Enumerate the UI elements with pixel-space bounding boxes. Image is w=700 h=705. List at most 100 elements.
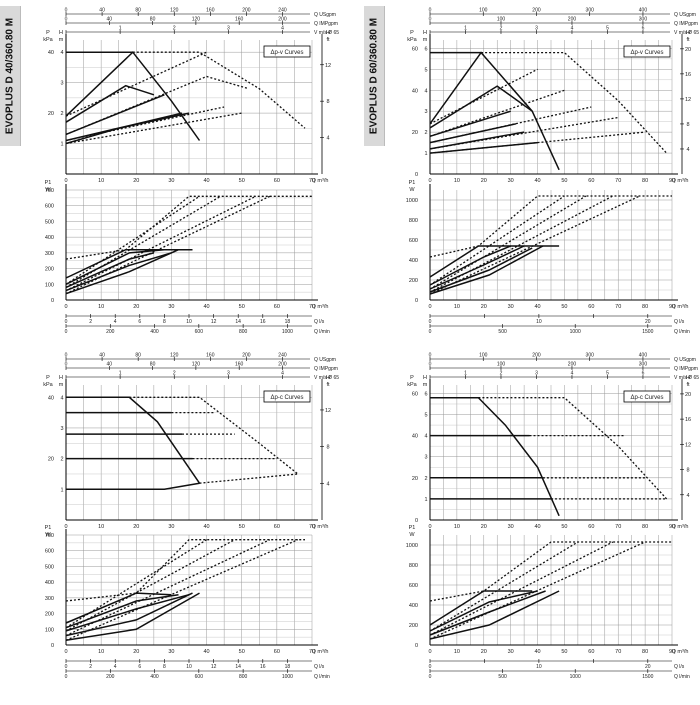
x-tick-label: 60 xyxy=(588,304,594,310)
bottom-axis-tick-label: 16 xyxy=(260,664,266,670)
y-axis-label: P1 xyxy=(409,525,416,531)
x-tick-label: 10 xyxy=(98,304,104,310)
bottom-axis-tick-label: 400 xyxy=(150,674,159,680)
y-tick-label: 600 xyxy=(409,238,418,244)
x-tick-label: 60 xyxy=(588,178,594,184)
top-axis-tick-label: 4 xyxy=(571,26,574,32)
x-tick-label: 40 xyxy=(534,304,540,310)
bottom-axis-tick-label: 600 xyxy=(195,674,204,680)
top-axis-tick-label: 40 xyxy=(107,362,113,368)
top-axis-tick-label: 3 xyxy=(227,371,230,377)
x-tick-label: 30 xyxy=(508,178,514,184)
bottom-axis-tick-label: 18 xyxy=(285,664,291,670)
top-axis-tick-label: 100 xyxy=(479,353,488,359)
bottom-axis-tick-label: 0 xyxy=(429,329,432,335)
curve-solid xyxy=(429,590,533,626)
top-axis-tick-label: 300 xyxy=(586,8,595,14)
y-tick-label: 0 xyxy=(415,643,418,649)
top-axis-tick-label: 120 xyxy=(192,17,201,23)
ft-tick-label: 4 xyxy=(326,481,329,487)
x-tick-label: 40 xyxy=(534,649,540,655)
curve-dotted xyxy=(65,195,221,288)
bottom-axis-label: Q l/s xyxy=(314,664,325,670)
ft-tick-label: 8 xyxy=(326,99,329,105)
ft-tick-label: 12 xyxy=(685,442,691,448)
y-tick-label: 20 xyxy=(48,111,54,117)
x-tick-label: 40 xyxy=(204,178,210,184)
ft-axis-unit: ft xyxy=(326,382,330,388)
top-axis-tick-label: 300 xyxy=(639,362,648,368)
y-axis-label: P xyxy=(46,30,50,36)
top-axis-tick-label: 100 xyxy=(497,17,506,23)
bottom-axis-tick-label: 10 xyxy=(536,319,542,325)
top-axis-tick-label: 0 xyxy=(65,362,68,368)
h-tick-label: 2 xyxy=(424,476,427,482)
curve-solid xyxy=(65,592,193,637)
h-tick-label: 5 xyxy=(424,67,427,73)
curve-dotted xyxy=(65,112,242,145)
y-axis-label: P xyxy=(410,375,414,381)
y-tick-label: 700 xyxy=(45,533,54,539)
y-tick-label: 500 xyxy=(45,219,54,225)
x-tick-label: 90 xyxy=(669,524,675,530)
x-axis-unit: Q m³/h xyxy=(672,178,689,184)
h-tick-label: 1 xyxy=(424,151,427,157)
top-axis-tick-label: 2 xyxy=(500,371,503,377)
x-tick-label: 30 xyxy=(508,524,514,530)
x-tick-label: 80 xyxy=(642,524,648,530)
curve-solid xyxy=(429,123,517,144)
h-axis-label: H xyxy=(59,375,63,381)
bottom-axis-tick-label: 1500 xyxy=(642,329,653,335)
bottom-axis-tick-label: 200 xyxy=(106,329,115,335)
mode-label: Δp-c Curves xyxy=(630,395,663,401)
top-axis-label: Q USgpm xyxy=(314,357,336,363)
mode-label-box xyxy=(623,390,671,403)
x-tick-label: 40 xyxy=(534,178,540,184)
mode-label-box xyxy=(263,390,311,403)
top-axis-tick-label: 200 xyxy=(278,17,287,23)
x-tick-label: 50 xyxy=(561,524,567,530)
y-tick-label: 700 xyxy=(45,188,54,194)
top-axis-label: Q IMPgpm xyxy=(674,21,698,27)
x-tick-label: 20 xyxy=(133,178,139,184)
curve-solid xyxy=(429,245,544,295)
curve-dotted xyxy=(429,68,538,125)
curve-dotted xyxy=(429,541,614,636)
bottom-axis-tick-label: 200 xyxy=(106,674,115,680)
ft-tick-label: 4 xyxy=(326,136,329,142)
curve-solid xyxy=(429,590,546,636)
curve-dotted xyxy=(65,195,312,260)
top-axis-label: V m/s Ø 65 xyxy=(674,375,699,381)
x-tick-label: 40 xyxy=(204,649,210,655)
x-tick-label: 90 xyxy=(669,649,675,655)
y-axis-label: P1 xyxy=(45,180,52,186)
x-tick-label: 60 xyxy=(274,304,280,310)
top-axis-tick-label: 1 xyxy=(119,371,122,377)
x-tick-label: 70 xyxy=(615,304,621,310)
x-axis-unit: Q m³/h xyxy=(672,649,689,655)
curve-dotted xyxy=(65,195,257,292)
h-tick-label: 6 xyxy=(424,391,427,397)
y-tick-label: 0 xyxy=(415,518,418,524)
curve-dotted xyxy=(481,51,668,154)
bottom-axis-tick-label: 500 xyxy=(498,674,507,680)
y-tick-label: 40 xyxy=(412,434,418,440)
x-tick-label: 20 xyxy=(133,524,139,530)
x-tick-label: 70 xyxy=(615,649,621,655)
y-tick-label: 200 xyxy=(45,267,54,273)
x-tick-label: 70 xyxy=(309,649,315,655)
ft-axis-label: H xyxy=(326,375,330,381)
h-axis-unit: m xyxy=(423,37,428,43)
curve-solid xyxy=(429,85,533,129)
chart-tl-bottom: 0 10 20 30 40 50 60 70Q m³/h0100200300400500600… xyxy=(45,180,330,335)
y-tick-label: 600 xyxy=(45,549,54,555)
curve-solid xyxy=(429,131,525,150)
bottom-axis-tick-label: 6 xyxy=(138,664,141,670)
ft-tick-label: 12 xyxy=(325,408,331,414)
top-axis-tick-label: 200 xyxy=(532,8,541,14)
x-tick-label: 0 xyxy=(64,178,67,184)
side-tab-left: EVOPLUS D 40/360.80 M xyxy=(0,6,21,146)
bottom-axis-tick-label: 1000 xyxy=(282,674,293,680)
bottom-axis-tick-label: 0 xyxy=(65,329,68,335)
